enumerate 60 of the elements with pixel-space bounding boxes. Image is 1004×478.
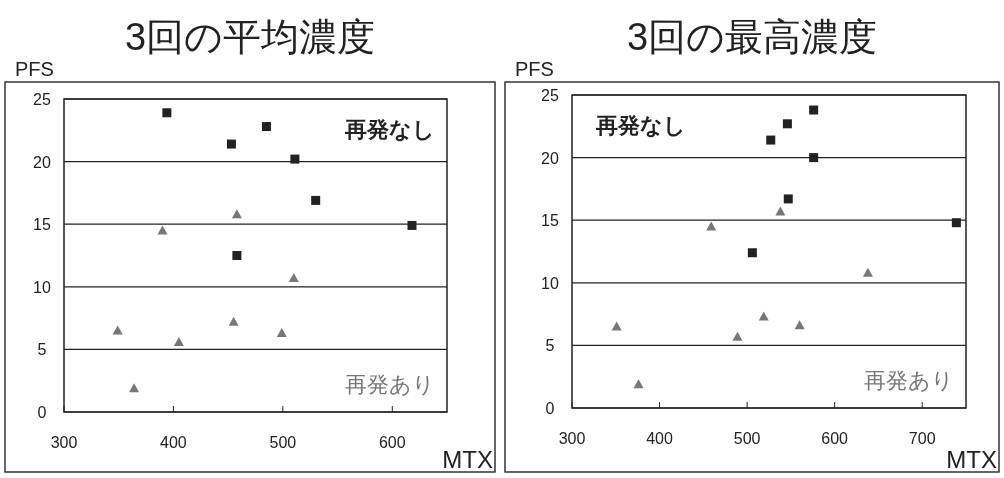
y-tick-label: 20 [541,149,559,167]
x-tick-label: 600 [821,430,849,447]
y-tick-label: 5 [545,337,555,355]
point [766,135,776,145]
y-tick-label: 10 [541,274,559,292]
y-tick-label: 0 [37,404,47,421]
y-tick-label: 0 [545,400,555,417]
point [809,153,819,163]
chart-title: 3回の最高濃度 [626,16,878,58]
point [775,206,786,216]
y-axis-title: PFS [515,58,554,80]
point [783,194,793,204]
chart-title: 3回の平均濃度 [124,16,376,58]
point [231,209,242,219]
point [157,225,168,235]
point [758,311,769,321]
point [862,267,873,277]
point [288,273,299,283]
point [611,321,622,331]
point [228,316,239,326]
x-axis-title: MTX [442,446,493,473]
x-tick-label: 700 [908,430,936,447]
point [794,320,805,330]
point [173,336,184,346]
x-tick-label: 400 [646,430,673,447]
point [747,248,757,258]
x-tick-label: 400 [160,434,187,451]
point [407,220,417,230]
point [162,108,172,118]
x-axis-title: MTX [946,446,997,473]
x-tick-label: 300 [50,434,78,451]
text: 再発あり [864,368,954,393]
point [732,331,743,341]
point [129,383,140,393]
point [782,119,792,129]
y-tick-label: 25 [33,91,51,108]
point [232,251,242,260]
y-tick-label: 25 [541,87,559,104]
point [226,139,236,149]
x-tick-label: 600 [378,434,406,451]
point [311,195,321,205]
point [290,154,300,164]
text: 再発あり [345,372,435,397]
text: 再発なし [595,113,686,138]
x-tick-label: 300 [558,430,586,447]
point [112,325,123,335]
y-tick-label: 10 [33,278,51,296]
point [809,105,819,115]
x-tick-label: 500 [733,430,761,447]
text: 再発なし [344,117,435,142]
point [951,218,961,228]
point [276,328,287,338]
y-tick-label: 20 [33,153,51,171]
point [633,379,644,389]
y-tick-label: 15 [33,216,51,234]
x-tick-label: 500 [269,434,297,451]
y-tick-label: 15 [541,212,559,230]
y-axis-title: PFS [15,58,54,80]
point [261,122,271,132]
y-tick-label: 5 [37,341,47,359]
